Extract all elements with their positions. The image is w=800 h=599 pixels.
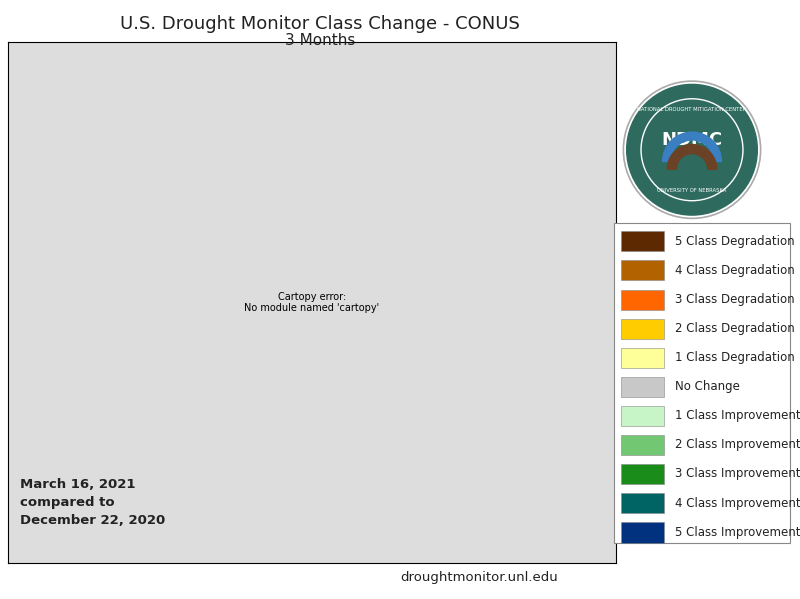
- FancyBboxPatch shape: [621, 435, 664, 455]
- Text: 2 Class Degradation: 2 Class Degradation: [675, 322, 794, 335]
- Text: 3 Months: 3 Months: [285, 33, 355, 48]
- Text: NDMC: NDMC: [662, 131, 722, 149]
- Text: No Change: No Change: [675, 380, 740, 393]
- Text: 3 Class Degradation: 3 Class Degradation: [675, 293, 794, 305]
- Text: March 16, 2021
compared to
December 22, 2020: March 16, 2021 compared to December 22, …: [20, 478, 166, 527]
- FancyBboxPatch shape: [621, 464, 664, 484]
- Text: 2 Class Improvement: 2 Class Improvement: [675, 438, 800, 451]
- Text: 1 Class Degradation: 1 Class Degradation: [675, 351, 794, 364]
- FancyBboxPatch shape: [621, 494, 664, 513]
- Text: 5 Class Degradation: 5 Class Degradation: [675, 235, 794, 247]
- Text: NATIONAL DROUGHT MITIGATION CENTER: NATIONAL DROUGHT MITIGATION CENTER: [638, 107, 746, 112]
- Text: UNIVERSITY OF NEBRASKA: UNIVERSITY OF NEBRASKA: [658, 187, 726, 193]
- FancyBboxPatch shape: [621, 289, 664, 310]
- Wedge shape: [667, 144, 717, 170]
- Text: 4 Class Degradation: 4 Class Degradation: [675, 264, 794, 277]
- Wedge shape: [662, 132, 722, 162]
- FancyBboxPatch shape: [621, 231, 664, 252]
- Text: Cartopy error:
No module named 'cartopy': Cartopy error: No module named 'cartopy': [245, 292, 379, 313]
- FancyBboxPatch shape: [621, 348, 664, 368]
- FancyBboxPatch shape: [621, 522, 664, 543]
- FancyBboxPatch shape: [621, 406, 664, 426]
- Text: 4 Class Improvement: 4 Class Improvement: [675, 497, 800, 510]
- Text: 5 Class Improvement: 5 Class Improvement: [675, 526, 800, 539]
- Text: U.S. Drought Monitor Class Change - CONUS: U.S. Drought Monitor Class Change - CONU…: [120, 15, 520, 33]
- Circle shape: [626, 84, 758, 215]
- FancyBboxPatch shape: [621, 261, 664, 280]
- Text: droughtmonitor.unl.edu: droughtmonitor.unl.edu: [400, 571, 558, 584]
- FancyBboxPatch shape: [621, 377, 664, 397]
- FancyBboxPatch shape: [621, 319, 664, 338]
- FancyBboxPatch shape: [614, 223, 790, 543]
- Text: 3 Class Improvement: 3 Class Improvement: [675, 467, 800, 480]
- Text: 1 Class Improvement: 1 Class Improvement: [675, 409, 800, 422]
